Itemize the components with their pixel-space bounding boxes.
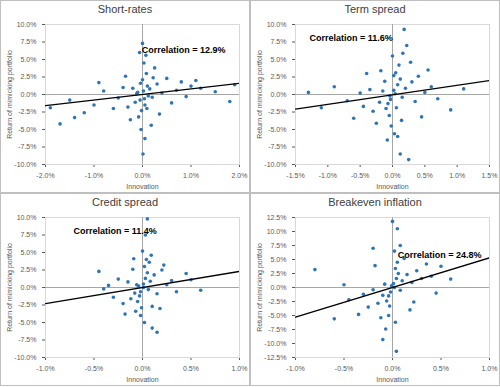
svg-text:10.0%: 10.0% <box>17 214 37 221</box>
svg-text:0.0%: 0.0% <box>385 365 401 372</box>
svg-text:7.5%: 7.5% <box>21 38 37 45</box>
svg-text:Correlation = 24.8%: Correlation = 24.8% <box>398 250 482 260</box>
svg-text:Innovation: Innovation <box>376 376 408 383</box>
svg-text:-1.5%: -1.5% <box>286 172 304 179</box>
svg-text:7.5%: 7.5% <box>271 38 287 45</box>
svg-text:0.5%: 0.5% <box>433 365 449 372</box>
svg-text:7.5%: 7.5% <box>21 231 37 238</box>
svg-text:0.0%: 0.0% <box>271 91 287 98</box>
svg-text:Innovation: Innovation <box>126 376 158 383</box>
svg-text:Return of mimicking portfolio: Return of mimicking portfolio <box>6 243 14 332</box>
svg-text:Return of mimicking portfolio: Return of mimicking portfolio <box>256 243 264 332</box>
svg-text:Innovation: Innovation <box>376 183 408 190</box>
svg-text:Return of mimicking portfolio: Return of mimicking portfolio <box>6 50 14 139</box>
svg-text:0.0%: 0.0% <box>21 91 37 98</box>
svg-text:-1.0%: -1.0% <box>319 172 337 179</box>
svg-text:Correlation = 11.4%: Correlation = 11.4% <box>74 226 157 236</box>
svg-text:7.5%: 7.5% <box>271 242 287 249</box>
svg-text:-2.5%: -2.5% <box>268 108 286 115</box>
svg-text:2.0%: 2.0% <box>232 172 248 179</box>
svg-text:-1.0%: -1.0% <box>85 172 103 179</box>
html-text:Short-rates: Short-rates <box>97 3 153 15</box>
svg-text:-2.5%: -2.5% <box>18 301 36 308</box>
svg-text:-5.0%: -5.0% <box>18 319 36 326</box>
html-text:Credit spread: Credit spread <box>92 196 158 208</box>
svg-text:2.5%: 2.5% <box>271 270 287 277</box>
svg-text:Return of mimicking portfolio: Return of mimicking portfolio <box>256 50 264 139</box>
svg-text:-12.5%: -12.5% <box>264 354 286 361</box>
svg-text:0.0%: 0.0% <box>385 172 401 179</box>
svg-text:1.5%: 1.5% <box>482 172 498 179</box>
svg-text:2.5%: 2.5% <box>271 73 287 80</box>
svg-text:-1.0%: -1.0% <box>36 365 54 372</box>
svg-text:1.0%: 1.0% <box>482 365 498 372</box>
svg-text:5.0%: 5.0% <box>271 256 287 263</box>
svg-text:-2.0%: -2.0% <box>36 172 54 179</box>
svg-text:1.0%: 1.0% <box>232 365 248 372</box>
svg-text:0.0%: 0.0% <box>135 365 151 372</box>
svg-text:-2.5%: -2.5% <box>18 108 36 115</box>
svg-text:-10.0%: -10.0% <box>14 161 36 168</box>
svg-text:-10.0%: -10.0% <box>264 340 286 347</box>
svg-text:-7.5%: -7.5% <box>18 143 36 150</box>
svg-text:10.0%: 10.0% <box>267 228 287 235</box>
svg-text:10.0%: 10.0% <box>267 21 287 28</box>
svg-text:Correlation = 11.6%: Correlation = 11.6% <box>310 33 393 43</box>
svg-text:-7.5%: -7.5% <box>18 336 36 343</box>
svg-text:-7.5%: -7.5% <box>268 143 286 150</box>
svg-text:12.5%: 12.5% <box>267 214 287 221</box>
svg-text:0.0%: 0.0% <box>21 284 37 291</box>
svg-text:2.5%: 2.5% <box>21 73 37 80</box>
svg-text:Innovation: Innovation <box>126 183 158 190</box>
html-text:Term spread: Term spread <box>344 3 406 15</box>
svg-text:0.5%: 0.5% <box>183 365 199 372</box>
svg-text:5.0%: 5.0% <box>21 249 37 256</box>
svg-text:5.0%: 5.0% <box>271 56 287 63</box>
svg-text:0.5%: 0.5% <box>417 172 433 179</box>
svg-text:-5.0%: -5.0% <box>268 126 286 133</box>
svg-text:-1.0%: -1.0% <box>286 365 304 372</box>
svg-text:-5.0%: -5.0% <box>18 126 36 133</box>
svg-text:-10.0%: -10.0% <box>264 161 286 168</box>
svg-text:10.0%: 10.0% <box>17 21 37 28</box>
svg-text:1.0%: 1.0% <box>449 172 465 179</box>
svg-text:2.5%: 2.5% <box>21 266 37 273</box>
html-text:Breakeven inflation: Breakeven inflation <box>328 196 422 208</box>
svg-text:-2.5%: -2.5% <box>268 298 286 305</box>
svg-text:0.0%: 0.0% <box>135 172 151 179</box>
svg-text:0.0%: 0.0% <box>271 284 287 291</box>
svg-text:Correlation = 12.9%: Correlation = 12.9% <box>142 45 226 55</box>
svg-text:-7.5%: -7.5% <box>268 326 286 333</box>
svg-text:-10.0%: -10.0% <box>14 354 36 361</box>
svg-text:5.0%: 5.0% <box>21 56 37 63</box>
svg-text:-0.5%: -0.5% <box>335 365 353 372</box>
svg-text:-0.5%: -0.5% <box>85 365 103 372</box>
svg-text:1.0%: 1.0% <box>183 172 199 179</box>
svg-text:-5.0%: -5.0% <box>268 312 286 319</box>
svg-text:-0.5%: -0.5% <box>351 172 369 179</box>
